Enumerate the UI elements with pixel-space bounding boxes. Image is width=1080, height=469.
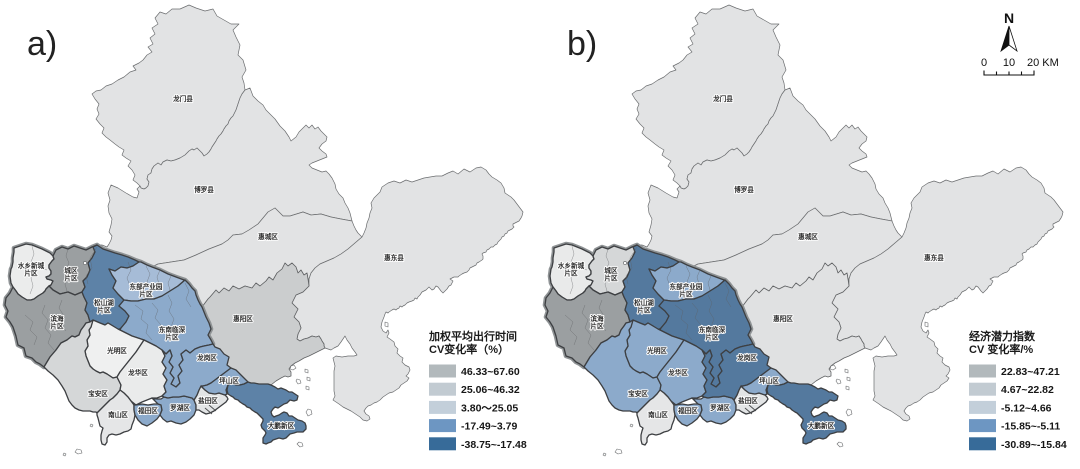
svg-text:大鹏新区: 大鹏新区 (268, 421, 295, 430)
svg-text:惠阳区: 惠阳区 (773, 314, 793, 323)
svg-text:惠城区: 惠城区 (798, 232, 818, 241)
svg-text:松山湖: 松山湖 (94, 298, 114, 307)
svg-text:东南临深: 东南临深 (699, 325, 726, 334)
svg-text:坪山区: 坪山区 (759, 376, 779, 385)
svg-text:惠阳区: 惠阳区 (233, 314, 253, 323)
svg-text:-5.12~4.66: -5.12~4.66 (1001, 402, 1052, 414)
svg-text:博罗县: 博罗县 (734, 185, 754, 194)
svg-text:龙门县: 龙门县 (173, 94, 193, 103)
svg-text:-38.75~-17.48: -38.75~-17.48 (461, 439, 527, 451)
svg-text:片区: 片区 (564, 269, 578, 278)
svg-text:片区: 片区 (24, 269, 38, 278)
svg-text:46.33~67.60: 46.33~67.60 (461, 366, 520, 378)
svg-text:光明区: 光明区 (646, 346, 667, 355)
svg-text:松山湖: 松山湖 (634, 298, 654, 307)
svg-text:加权平均出行时间: 加权平均出行时间 (428, 329, 517, 343)
svg-text:盐田区: 盐田区 (738, 396, 758, 405)
svg-text:-17.49~3.79: -17.49~3.79 (461, 421, 518, 433)
svg-text:经济潜力指数: 经济潜力指数 (969, 329, 1036, 343)
svg-text:-30.89~-15.84: -30.89~-15.84 (1001, 439, 1067, 451)
svg-text:4.67~22.82: 4.67~22.82 (1001, 384, 1054, 396)
svg-text:盐田区: 盐田区 (198, 396, 218, 405)
svg-text:龙华区: 龙华区 (128, 368, 148, 377)
svg-text:大鹏新区: 大鹏新区 (808, 421, 835, 430)
svg-text:a): a) (27, 25, 57, 63)
svg-text:片区: 片区 (637, 306, 651, 315)
svg-text:b): b) (567, 25, 597, 63)
svg-text:福田区: 福田区 (137, 406, 158, 415)
svg-text:CV 变化率/%: CV 变化率/% (969, 342, 1033, 356)
svg-text:20 KM: 20 KM (1027, 57, 1059, 69)
svg-text:片区: 片区 (64, 274, 78, 283)
svg-text:东南临深: 东南临深 (159, 325, 186, 334)
svg-text:滨海: 滨海 (590, 314, 604, 323)
svg-text:0: 0 (981, 57, 987, 69)
svg-text:片区: 片区 (604, 274, 618, 283)
svg-text:罗湖区: 罗湖区 (710, 403, 730, 412)
svg-text:龙岗区: 龙岗区 (197, 353, 217, 362)
svg-text:片区: 片区 (139, 290, 153, 299)
svg-text:惠东县: 惠东县 (924, 253, 944, 262)
svg-text:龙门县: 龙门县 (713, 94, 733, 103)
svg-text:东部产业园: 东部产业园 (130, 282, 163, 291)
svg-text:片区: 片区 (50, 322, 64, 331)
svg-text:坪山区: 坪山区 (219, 376, 239, 385)
svg-text:城区: 城区 (604, 266, 618, 275)
svg-text:龙岗区: 龙岗区 (737, 353, 757, 362)
svg-text:惠城区: 惠城区 (258, 232, 278, 241)
svg-text:水乡新城: 水乡新城 (18, 261, 45, 270)
svg-text:片区: 片区 (97, 306, 111, 315)
svg-text:片区: 片区 (165, 333, 179, 342)
svg-text:水乡新城: 水乡新城 (558, 261, 585, 270)
svg-text:片区: 片区 (590, 322, 604, 331)
svg-text:罗湖区: 罗湖区 (170, 403, 190, 412)
svg-text:25.06~46.32: 25.06~46.32 (461, 384, 520, 396)
svg-text:N: N (1004, 10, 1014, 26)
svg-text:片区: 片区 (679, 290, 693, 299)
svg-text:惠东县: 惠东县 (384, 253, 404, 262)
svg-text:-15.85~-5.11: -15.85~-5.11 (1001, 421, 1060, 433)
svg-text:片区: 片区 (705, 333, 719, 342)
svg-text:龙华区: 龙华区 (668, 368, 688, 377)
svg-text:宝安区: 宝安区 (628, 389, 648, 398)
svg-text:3.80～25.05: 3.80～25.05 (461, 402, 518, 414)
svg-text:光明区: 光明区 (106, 346, 127, 355)
svg-text:滨海: 滨海 (50, 314, 64, 323)
svg-text:宝安区: 宝安区 (88, 389, 108, 398)
svg-text:22.83~47.21: 22.83~47.21 (1001, 366, 1060, 378)
svg-text:南山区: 南山区 (108, 410, 128, 419)
svg-text:南山区: 南山区 (648, 410, 668, 419)
svg-text:CV变化率（%）: CV变化率（%） (429, 342, 509, 356)
svg-text:城区: 城区 (64, 266, 78, 275)
svg-text:10: 10 (1003, 57, 1015, 69)
svg-text:福田区: 福田区 (677, 406, 698, 415)
svg-text:博罗县: 博罗县 (194, 185, 214, 194)
svg-text:东部产业园: 东部产业园 (670, 282, 703, 291)
